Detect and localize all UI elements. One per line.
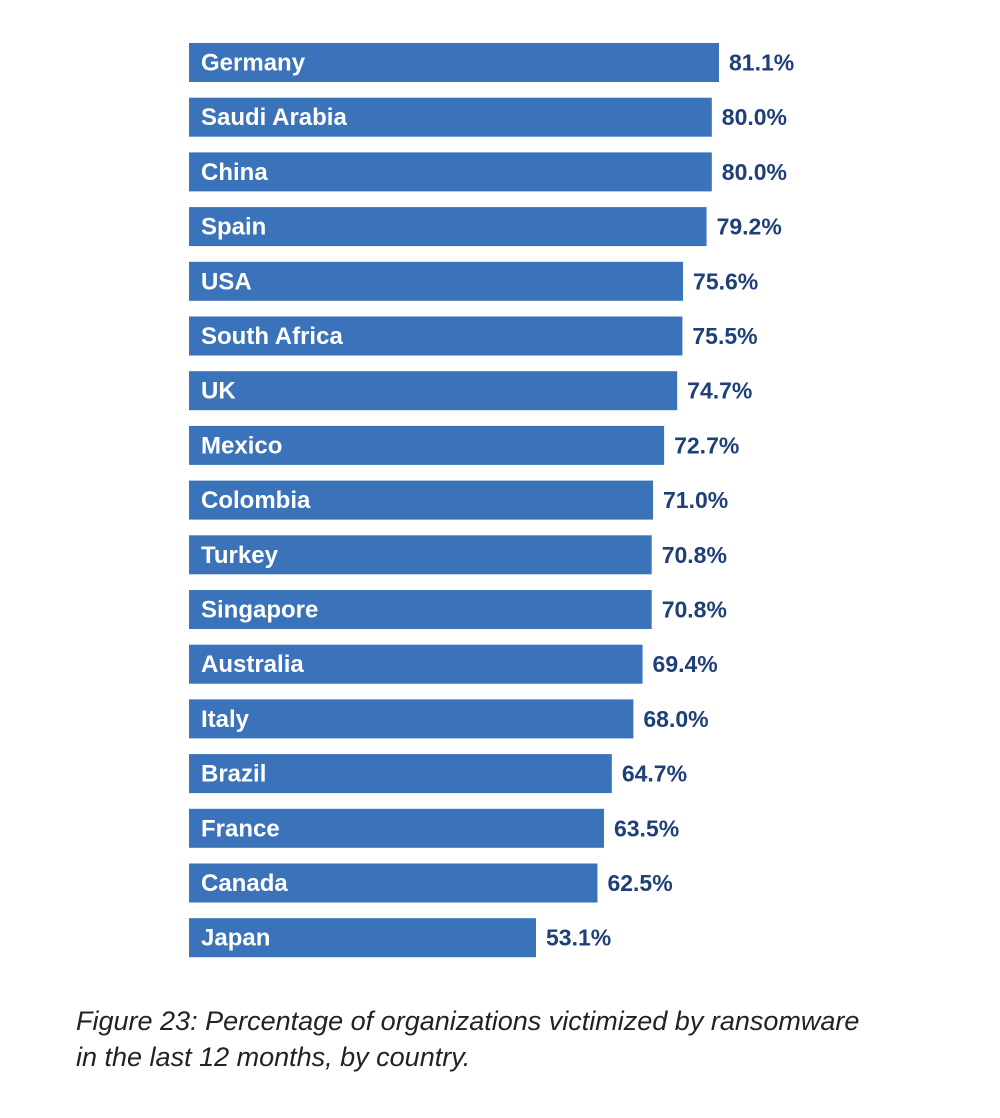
bar xyxy=(189,808,604,848)
bar-row: Singapore 70.8% xyxy=(189,590,727,629)
category-label: China xyxy=(201,159,268,186)
bar xyxy=(189,535,652,575)
category-label: Mexico xyxy=(201,432,282,459)
bar xyxy=(189,754,612,794)
category-label: UK xyxy=(201,378,236,405)
bar xyxy=(189,425,665,465)
caption-line-1: Figure 23: Percentage of organizations v… xyxy=(76,1006,860,1036)
bar xyxy=(189,97,712,137)
bar xyxy=(189,480,653,520)
value-label: 75.6% xyxy=(693,268,758,294)
bar-row: Brazil 64.7% xyxy=(189,754,687,794)
bar-row: Germany 81.1% xyxy=(189,43,794,82)
bar xyxy=(189,371,678,411)
bar xyxy=(189,43,719,82)
bar xyxy=(189,918,537,958)
bar-row: South Africa 75.5% xyxy=(189,316,758,356)
category-label: France xyxy=(201,815,280,842)
value-label: 69.4% xyxy=(653,651,718,677)
category-label: Turkey xyxy=(201,542,279,569)
bar xyxy=(189,863,598,903)
bar xyxy=(189,644,643,684)
value-label: 72.7% xyxy=(674,432,739,458)
bar-row: Japan 53.1% xyxy=(189,918,611,958)
category-label: Australia xyxy=(201,651,304,678)
bar xyxy=(189,316,683,356)
value-label: 80.0% xyxy=(722,159,787,185)
bar-row: Mexico 72.7% xyxy=(189,425,739,465)
value-label: 70.8% xyxy=(662,542,727,568)
category-label: Canada xyxy=(201,870,288,897)
value-label: 79.2% xyxy=(717,214,782,240)
bar-row: Spain 79.2% xyxy=(189,207,782,247)
category-label: Brazil xyxy=(201,761,266,788)
bar-row: France 63.5% xyxy=(189,808,679,848)
category-label: Germany xyxy=(201,50,306,77)
value-label: 71.0% xyxy=(663,487,728,513)
category-label: Italy xyxy=(201,706,250,733)
category-label: Spain xyxy=(201,214,266,241)
category-label: Japan xyxy=(201,925,270,952)
bar-row: China 80.0% xyxy=(189,152,787,192)
bar-row: Australia 69.4% xyxy=(189,644,718,684)
value-label: 53.1% xyxy=(546,925,611,951)
caption-line-2: in the last 12 months, by country. xyxy=(76,1042,471,1072)
bar-row: Colombia 71.0% xyxy=(189,480,728,520)
value-label: 62.5% xyxy=(607,870,672,896)
bar-row: Italy 68.0% xyxy=(189,699,709,739)
bar-row: USA 75.6% xyxy=(189,261,758,301)
category-label: South Africa xyxy=(201,323,343,350)
category-label: USA xyxy=(201,268,252,295)
value-label: 81.1% xyxy=(729,50,794,76)
value-label: 70.8% xyxy=(662,597,727,623)
value-label: 74.7% xyxy=(687,378,752,404)
value-label: 64.7% xyxy=(622,761,687,787)
bar-row: Saudi Arabia 80.0% xyxy=(189,97,787,137)
value-label: 80.0% xyxy=(722,104,787,130)
value-label: 63.5% xyxy=(614,815,679,841)
bar-row: UK 74.7% xyxy=(189,371,752,411)
category-label: Singapore xyxy=(201,597,318,624)
value-label: 75.5% xyxy=(692,323,757,349)
bar-row: Canada 62.5% xyxy=(189,863,673,903)
bar xyxy=(189,207,707,247)
bar xyxy=(189,261,684,301)
bar-row: Turkey 70.8% xyxy=(189,535,727,575)
value-label: 68.0% xyxy=(643,706,708,732)
bar xyxy=(189,699,634,739)
figure-caption: Figure 23: Percentage of organizations v… xyxy=(76,1003,936,1075)
category-label: Colombia xyxy=(201,487,311,514)
bar xyxy=(189,152,712,192)
bar xyxy=(189,590,652,629)
category-label: Saudi Arabia xyxy=(201,104,347,131)
ransomware-bar-chart: Germany 81.1%Saudi Arabia 80.0%China 80.0%S… xyxy=(189,43,794,958)
